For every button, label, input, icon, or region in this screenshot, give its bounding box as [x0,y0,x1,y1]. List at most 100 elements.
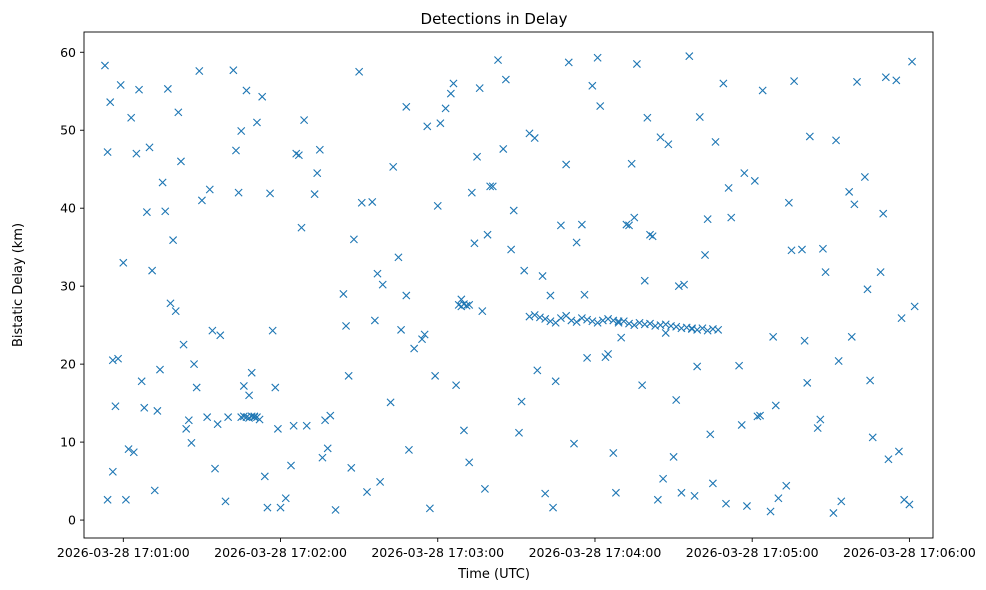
data-point [156,365,164,374]
data-point [774,494,783,503]
data-point [750,176,759,185]
data-point [803,378,812,387]
data-point [541,489,550,498]
data-point [446,89,455,98]
data-point [239,381,248,390]
data-point [166,299,175,308]
data-point [449,79,458,88]
data-point [247,368,256,377]
data-point [646,230,654,239]
data-point [577,314,586,323]
data-point [129,448,138,457]
data-point [331,505,340,514]
data-point [245,391,254,400]
data-point [260,472,269,481]
data-point [347,463,356,472]
data-point [619,317,628,326]
x-tick-label: 2026-03-28 17:02:00 [214,545,347,560]
data-point [281,494,290,503]
data-point [300,116,309,125]
data-point [672,322,681,331]
data-point [187,438,196,447]
data-point [195,66,204,75]
data-point [273,424,282,433]
data-point [866,376,875,385]
data-point [897,314,906,323]
data-point [221,497,230,506]
data-point [475,84,484,93]
data-point [349,235,358,244]
data-point [572,238,581,247]
data-point [287,461,295,470]
data-point [357,198,366,207]
data-point [517,397,526,406]
data-point [556,221,565,230]
data-point [457,295,466,304]
data-point [669,452,678,461]
data-point [659,474,668,483]
data-point [905,500,914,509]
data-point [263,503,272,512]
data-point [892,76,901,85]
data-point [441,104,450,113]
data-point [465,300,474,309]
data-point [677,488,686,497]
data-point [816,415,825,424]
data-point [179,340,188,349]
data-point [242,86,251,95]
data-point [735,361,744,370]
data-point [656,133,665,142]
data-point [714,325,723,334]
data-point [145,143,154,152]
data-point [103,148,112,157]
data-point [876,268,885,277]
data-point [197,196,206,205]
data-point [509,206,518,215]
y-tick-label: 60 [60,45,76,60]
data-point [860,173,869,182]
data-point [800,336,809,345]
data-point [549,503,558,512]
data-point [520,266,529,275]
data-point [829,509,838,518]
data-point [313,169,322,178]
data-point [148,266,157,275]
data-point [292,149,301,158]
data-point [593,318,602,327]
data-point [884,455,893,464]
data-point [310,190,319,199]
data-point [894,447,903,456]
data-point [150,486,159,495]
data-point [863,285,872,294]
data-point [593,53,602,62]
y-tick-label: 0 [68,513,76,528]
data-point [208,326,217,335]
data-point [640,276,649,285]
data-point [370,316,379,325]
data-point [368,197,377,206]
data-point [625,221,634,230]
data-point [538,272,547,281]
data-point [693,325,702,334]
data-point [250,413,259,422]
data-point [318,453,327,462]
y-tick-label: 20 [60,357,76,372]
data-point [782,481,791,490]
data-point [237,127,246,136]
data-point [501,75,510,84]
x-axis-ticks: 2026-03-28 17:01:00 2026-03-28 17:02:00 20… [57,538,976,560]
data-point [114,354,123,363]
data-point [598,316,607,325]
data-point [570,439,578,448]
data-point [766,507,775,516]
data-point [530,134,539,143]
data-point [132,149,141,158]
data-point [724,183,733,192]
data-point [837,497,846,506]
data-point [879,209,888,218]
data-point [397,325,406,334]
data-point [611,488,620,497]
data-point [564,58,573,67]
